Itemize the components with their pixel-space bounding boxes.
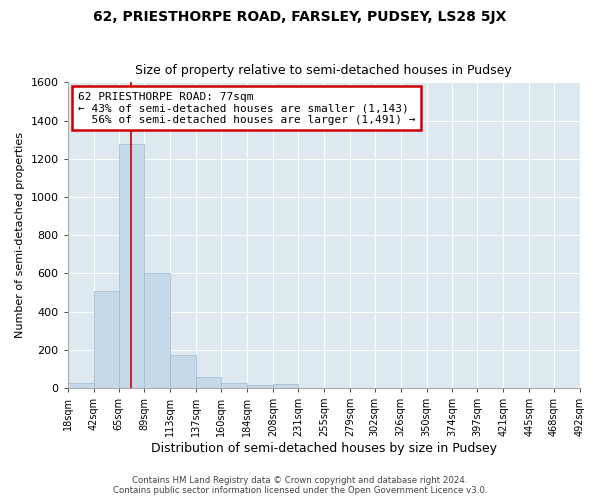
Y-axis label: Number of semi-detached properties: Number of semi-detached properties bbox=[15, 132, 25, 338]
Bar bbox=[119, 144, 145, 388]
Title: Size of property relative to semi-detached houses in Pudsey: Size of property relative to semi-detach… bbox=[136, 64, 512, 77]
Bar bbox=[247, 385, 273, 388]
Bar bbox=[145, 274, 170, 388]
Bar bbox=[68, 382, 94, 388]
Bar bbox=[196, 378, 221, 388]
X-axis label: Distribution of semi-detached houses by size in Pudsey: Distribution of semi-detached houses by … bbox=[151, 442, 497, 455]
Text: 62 PRIESTHORPE ROAD: 77sqm
← 43% of semi-detached houses are smaller (1,143)
  5: 62 PRIESTHORPE ROAD: 77sqm ← 43% of semi… bbox=[78, 92, 415, 124]
Bar bbox=[221, 382, 247, 388]
Bar bbox=[273, 384, 298, 388]
Text: Contains HM Land Registry data © Crown copyright and database right 2024.
Contai: Contains HM Land Registry data © Crown c… bbox=[113, 476, 487, 495]
Bar bbox=[170, 356, 196, 388]
Text: 62, PRIESTHORPE ROAD, FARSLEY, PUDSEY, LS28 5JX: 62, PRIESTHORPE ROAD, FARSLEY, PUDSEY, L… bbox=[94, 10, 506, 24]
Bar bbox=[94, 290, 119, 388]
